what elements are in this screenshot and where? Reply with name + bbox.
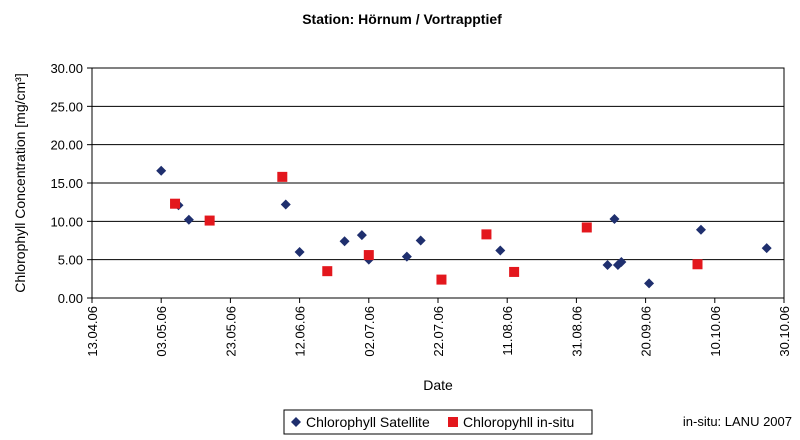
satellite-point xyxy=(415,235,426,246)
x-tick-label: 03.05.06 xyxy=(154,306,169,357)
insitu-point xyxy=(692,259,703,270)
source-note: in-situ: LANU 2007 xyxy=(683,414,792,429)
y-tick-label: 15.00 xyxy=(50,176,83,191)
x-axis-label: Date xyxy=(423,377,453,393)
satellite-point xyxy=(280,199,291,210)
y-tick-label: 0.00 xyxy=(58,291,83,306)
x-tick-label: 31.08.06 xyxy=(569,306,584,357)
legend-marker-insitu xyxy=(448,417,458,427)
y-tick-label: 5.00 xyxy=(58,253,83,268)
satellite-point xyxy=(495,245,506,256)
x-tick-label: 11.08.06 xyxy=(500,306,515,356)
legend-box xyxy=(283,409,593,435)
satellite-point xyxy=(356,230,367,241)
y-tick-label: 25.00 xyxy=(50,99,83,114)
x-axis: 13.04.06 03.05.06 23.05.06 12.06.06 02.07.06… xyxy=(85,298,792,357)
x-tick-label: 30.10.06 xyxy=(777,306,792,357)
x-tick-label: 12.06.06 xyxy=(293,306,308,357)
x-tick-label: 23.05.06 xyxy=(223,306,238,357)
y-tick-label: 20.00 xyxy=(50,138,83,153)
insitu-point xyxy=(581,222,592,233)
x-tick-label: 22.07.06 xyxy=(431,306,446,357)
legend-marker-satellite xyxy=(291,417,301,427)
x-tick-label: 20.09.06 xyxy=(639,306,654,357)
satellite-point xyxy=(695,224,706,235)
y-axis-label: Chlorophyll Concentration [mg/cm³] xyxy=(12,73,28,292)
satellite-point xyxy=(401,251,412,262)
insitu-point xyxy=(277,171,288,182)
satellite-point xyxy=(156,165,167,176)
legend-label-insitu: Chloropyhll in-situ xyxy=(463,414,574,430)
y-axis: 0.00 5.00 10.00 15.00 20.00 25.00 30.00 xyxy=(50,61,92,306)
insitu-point xyxy=(322,266,333,277)
x-tick-label: 10.10.06 xyxy=(708,306,723,357)
legend-label-satellite: Chlorophyll Satellite xyxy=(306,414,430,430)
gridlines xyxy=(92,105,784,261)
satellite-point xyxy=(616,256,627,267)
satellite-point xyxy=(609,214,620,225)
satellite-point xyxy=(761,243,772,254)
satellite-point xyxy=(339,236,350,247)
data-points xyxy=(156,165,772,289)
satellite-point xyxy=(602,260,613,271)
chart-title: Station: Hörnum / Vortrapptief xyxy=(302,11,502,27)
x-tick-label: 02.07.06 xyxy=(362,306,377,357)
satellite-point xyxy=(183,214,194,225)
insitu-point xyxy=(481,229,492,240)
y-tick-label: 30.00 xyxy=(50,61,83,76)
x-tick-label: 13.04.06 xyxy=(85,306,100,357)
insitu-point xyxy=(363,250,374,261)
insitu-point xyxy=(170,198,181,209)
satellite-point xyxy=(644,278,655,289)
y-tick-label: 10.00 xyxy=(50,214,83,229)
insitu-point xyxy=(509,266,520,277)
insitu-point xyxy=(204,215,215,226)
satellite-point xyxy=(294,247,305,257)
legend: Chlorophyll Satellite Chloropyhll in-sit… xyxy=(283,409,593,435)
insitu-point xyxy=(436,274,447,285)
